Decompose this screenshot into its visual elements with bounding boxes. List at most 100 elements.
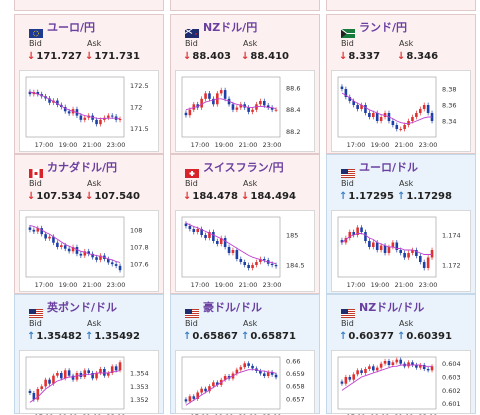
candle-body (415, 113, 418, 117)
candle-body (63, 370, 67, 379)
mini-chart[interactable]: 88.6 88.4 88.2 17:00 19:00 21:00 23:00 (175, 70, 315, 152)
y-tick-label: 8.36 (442, 102, 456, 110)
x-tick-label: 19:00 (59, 281, 78, 289)
pair-title[interactable]: カナダドル/円 (29, 159, 118, 178)
candle-body (56, 100, 59, 105)
pair-title[interactable]: 豪ドル/ドル (185, 299, 263, 318)
arrow-up-icon: ↑ (183, 331, 192, 342)
candle-body (79, 373, 83, 377)
pair-title[interactable]: ランド/円 (340, 19, 408, 38)
candle-body (422, 365, 426, 369)
candle-body (75, 373, 79, 380)
mini-chart[interactable]: 8.38 8.36 8.34 17:00 19:00 21:00 23:00 (331, 70, 471, 152)
candle-body (422, 262, 426, 268)
candle-body (200, 229, 203, 235)
candle-body (235, 369, 239, 374)
candle-body (418, 256, 422, 262)
candle-body (215, 241, 219, 244)
pair-name[interactable]: 英ポンド/ドル (47, 301, 118, 314)
mini-chart[interactable]: 1.174 1.172 17:00 19:00 21:00 23:00 (331, 210, 471, 292)
moving-average-line (185, 369, 277, 406)
candle-body (192, 229, 196, 232)
candle-body (430, 250, 434, 258)
pair-name[interactable]: ユーロ/ドル (359, 161, 419, 174)
arrow-down-icon: ↓ (85, 191, 94, 202)
moving-average-line (29, 91, 121, 120)
pair-title[interactable]: 英ポンド/ドル (29, 299, 118, 318)
pair-name[interactable]: NZドル/円 (203, 21, 258, 34)
candle-body (356, 370, 359, 375)
rate-panel[interactable]: カナダドル/円 Bid Ask ↓107.534 ↓107.540 108 107… (14, 154, 164, 294)
rate-panel[interactable]: 豪ドル/ドル Bid Ask ↑0.65867 ↑0.65871 0.66 0.6… (170, 294, 320, 415)
candle-body (340, 381, 344, 384)
pair-name[interactable]: NZドル/ドル (359, 301, 425, 314)
candle-body (235, 250, 239, 259)
candle-body (368, 366, 371, 369)
rate-panel[interactable]: ユーロ/円 Bid Ask ↓171.727 ↓171.731 172.5 172… (14, 14, 164, 154)
candle-body (243, 363, 247, 368)
pair-title[interactable]: NZドル/円 (184, 19, 258, 38)
ch-jp-flag (185, 163, 199, 178)
candle-body (110, 366, 114, 373)
mini-chart[interactable]: 108 107.8 107.6 17:00 19:00 21:00 23:00 (19, 210, 159, 292)
candle-body (399, 129, 403, 130)
candle-body (114, 264, 118, 266)
candle-body (274, 374, 278, 378)
pair-title[interactable]: スイスフラン/円 (185, 159, 284, 178)
bid-label: Bid (341, 179, 354, 188)
mini-chart[interactable]: 185 184.5 17:00 19:00 21:00 23:00 (175, 210, 315, 292)
arrow-up-icon: ↑ (85, 331, 94, 342)
ask-value: ↓8.346 (397, 51, 439, 62)
ask-label: Ask (399, 319, 414, 328)
candle-body (63, 107, 67, 112)
pair-title[interactable]: ユーロ/ドル (341, 159, 419, 178)
pair-name[interactable]: ランド/円 (359, 21, 408, 34)
mini-chart[interactable]: 172.5 172 171.5 17:00 19:00 21:00 23:00 (19, 70, 159, 152)
moving-average-line (29, 369, 121, 403)
pair-title[interactable]: ユーロ/円 (29, 19, 96, 38)
rate-panel[interactable]: ユーロ/ドル Bid Ask ↑1.17295 ↑1.17298 1.174 1.… (326, 154, 476, 294)
pair-name[interactable]: 豪ドル/ドル (203, 301, 263, 314)
candle-body (106, 259, 110, 263)
pair-name[interactable]: カナダドル/円 (47, 161, 118, 174)
y-tick-label: 0.657 (286, 395, 305, 403)
pair-title[interactable]: NZドル/ドル (341, 299, 425, 318)
y-tick-label: 185 (286, 232, 298, 240)
plot-frame (181, 356, 281, 410)
candle-body (243, 262, 247, 265)
pair-name[interactable]: スイスフラン/円 (203, 161, 284, 174)
rate-panel[interactable]: ランド/円 Bid Ask ↓8.337 ↓8.346 8.38 8.36 8.34… (326, 14, 476, 154)
candle-body (56, 242, 59, 247)
previous-row-panel-stub (14, 0, 164, 11)
arrow-down-icon: ↓ (339, 51, 348, 62)
za-jp-flag (340, 23, 355, 38)
candlestick-chart: 1.174 1.172 17:00 19:00 21:00 23:00 (337, 216, 461, 289)
candle-body (364, 232, 367, 241)
candle-body (426, 257, 430, 268)
y-tick-label: 1.353 (130, 383, 149, 391)
candle-body (371, 366, 375, 371)
candle-body (208, 386, 211, 392)
y-tick-label: 107.6 (130, 261, 149, 269)
rate-panel[interactable]: NZドル/円 Bid Ask ↓88.403 ↓88.410 88.6 88.4 8… (170, 14, 320, 154)
candle-body (266, 105, 270, 108)
candle-body (352, 232, 356, 235)
candle-body (364, 105, 367, 113)
moving-average-line (341, 92, 433, 124)
x-tick-label: 23:00 (419, 141, 438, 149)
candle-body (387, 361, 391, 365)
rate-panel[interactable]: スイスフラン/円 Bid Ask ↓184.478 ↓184.494 185 18… (170, 154, 320, 294)
rate-panel[interactable]: 英ポンド/ドル Bid Ask ↑1.35482 ↑1.35492 1.354 1… (14, 294, 164, 415)
pair-name[interactable]: ユーロ/円 (47, 21, 96, 34)
y-tick-label: 171.5 (130, 125, 149, 133)
x-tick-label: 23:00 (419, 281, 438, 289)
bid-value: ↑1.35482 (27, 331, 82, 342)
eu-jp-flag (29, 23, 43, 38)
candle-body (379, 245, 383, 250)
y-tick-label: 0.66 (286, 357, 300, 365)
rate-panel[interactable]: NZドル/ドル Bid Ask ↑0.60377 ↑0.60391 0.604 0… (326, 294, 476, 415)
candle-body (71, 375, 75, 380)
